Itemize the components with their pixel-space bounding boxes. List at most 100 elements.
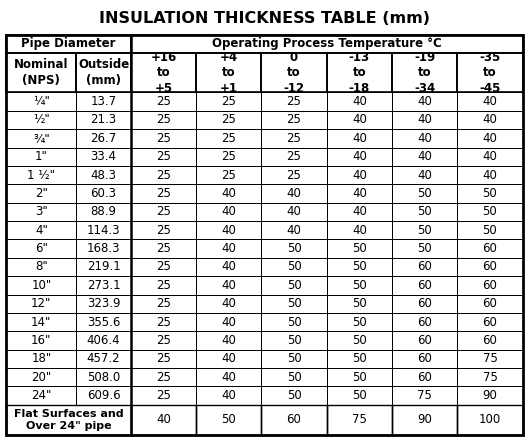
Text: 60: 60 (417, 334, 432, 347)
Bar (327, 368, 392, 386)
Bar (76, 203, 131, 221)
Bar (76, 221, 131, 239)
Bar (131, 294, 196, 313)
Bar (458, 92, 523, 111)
Text: 50: 50 (417, 205, 432, 218)
Text: 40: 40 (221, 371, 236, 384)
Bar (6, 203, 76, 221)
Bar (261, 92, 327, 111)
Bar (261, 405, 327, 435)
Text: -35
to
-45: -35 to -45 (479, 51, 500, 95)
Text: 14": 14" (31, 315, 51, 329)
Text: 10": 10" (31, 279, 51, 292)
Bar (131, 331, 196, 350)
Bar (327, 239, 392, 258)
Text: 75: 75 (417, 389, 432, 402)
Bar (196, 350, 261, 368)
Bar (76, 258, 131, 276)
Text: 40: 40 (417, 114, 432, 126)
Bar (6, 405, 131, 435)
Bar (131, 53, 196, 92)
Text: 40: 40 (221, 205, 236, 218)
Text: ½": ½" (33, 114, 50, 126)
Text: 16": 16" (31, 334, 51, 347)
Bar (131, 368, 196, 386)
Text: 40: 40 (221, 315, 236, 329)
Bar (76, 276, 131, 294)
Text: ¼": ¼" (33, 95, 50, 108)
Bar (261, 129, 327, 147)
Text: 100: 100 (479, 413, 501, 426)
Text: 50: 50 (482, 205, 497, 218)
Text: 50: 50 (417, 242, 432, 255)
Bar (76, 166, 131, 184)
Text: 21.3: 21.3 (90, 114, 116, 126)
Text: 40: 40 (221, 187, 236, 200)
Text: 6": 6" (35, 242, 48, 255)
Bar (6, 276, 76, 294)
Text: 25: 25 (287, 95, 302, 108)
Text: 60: 60 (287, 413, 302, 426)
Bar (76, 111, 131, 129)
Bar (261, 331, 327, 350)
Text: 25: 25 (156, 132, 171, 145)
Text: -19
to
-34: -19 to -34 (414, 51, 435, 95)
Text: 406.4: 406.4 (87, 334, 121, 347)
Bar (196, 294, 261, 313)
Bar (458, 53, 523, 92)
Bar (196, 239, 261, 258)
Bar (6, 313, 76, 331)
Bar (76, 331, 131, 350)
Text: 50: 50 (352, 389, 367, 402)
Bar (392, 53, 458, 92)
Text: 40: 40 (482, 132, 497, 145)
Bar (261, 276, 327, 294)
Bar (392, 331, 458, 350)
Text: 40: 40 (221, 242, 236, 255)
Bar (261, 166, 327, 184)
Bar (196, 147, 261, 166)
Bar (327, 350, 392, 368)
Text: 8": 8" (35, 260, 48, 274)
Bar (261, 147, 327, 166)
Bar (261, 111, 327, 129)
Bar (6, 239, 76, 258)
Text: +4
to
+1: +4 to +1 (220, 51, 238, 95)
Text: ¾": ¾" (33, 132, 50, 145)
Text: 25: 25 (287, 169, 302, 182)
Text: 50: 50 (352, 371, 367, 384)
Text: 50: 50 (417, 187, 432, 200)
Bar (76, 239, 131, 258)
Bar (6, 147, 76, 166)
Text: 24": 24" (31, 389, 51, 402)
Bar (392, 203, 458, 221)
Text: 40: 40 (287, 224, 302, 237)
Text: 25: 25 (221, 169, 236, 182)
Bar (327, 405, 392, 435)
Bar (458, 184, 523, 203)
Bar (196, 276, 261, 294)
Text: 114.3: 114.3 (87, 224, 121, 237)
Bar (458, 386, 523, 405)
Bar (458, 203, 523, 221)
Text: 40: 40 (417, 150, 432, 163)
Text: 25: 25 (221, 95, 236, 108)
Text: 40: 40 (417, 169, 432, 182)
Text: 25: 25 (156, 279, 171, 292)
Bar (261, 313, 327, 331)
Bar (261, 350, 327, 368)
Bar (131, 258, 196, 276)
Bar (6, 166, 76, 184)
Text: 50: 50 (482, 187, 497, 200)
Bar (131, 239, 196, 258)
Bar (392, 276, 458, 294)
Bar (458, 221, 523, 239)
Text: 25: 25 (156, 352, 171, 365)
Text: 75: 75 (482, 352, 497, 365)
Text: 1 ½": 1 ½" (28, 169, 56, 182)
Bar (327, 111, 392, 129)
Text: 40: 40 (352, 224, 367, 237)
Text: 50: 50 (417, 224, 432, 237)
Text: 60: 60 (417, 315, 432, 329)
Text: 60: 60 (417, 279, 432, 292)
